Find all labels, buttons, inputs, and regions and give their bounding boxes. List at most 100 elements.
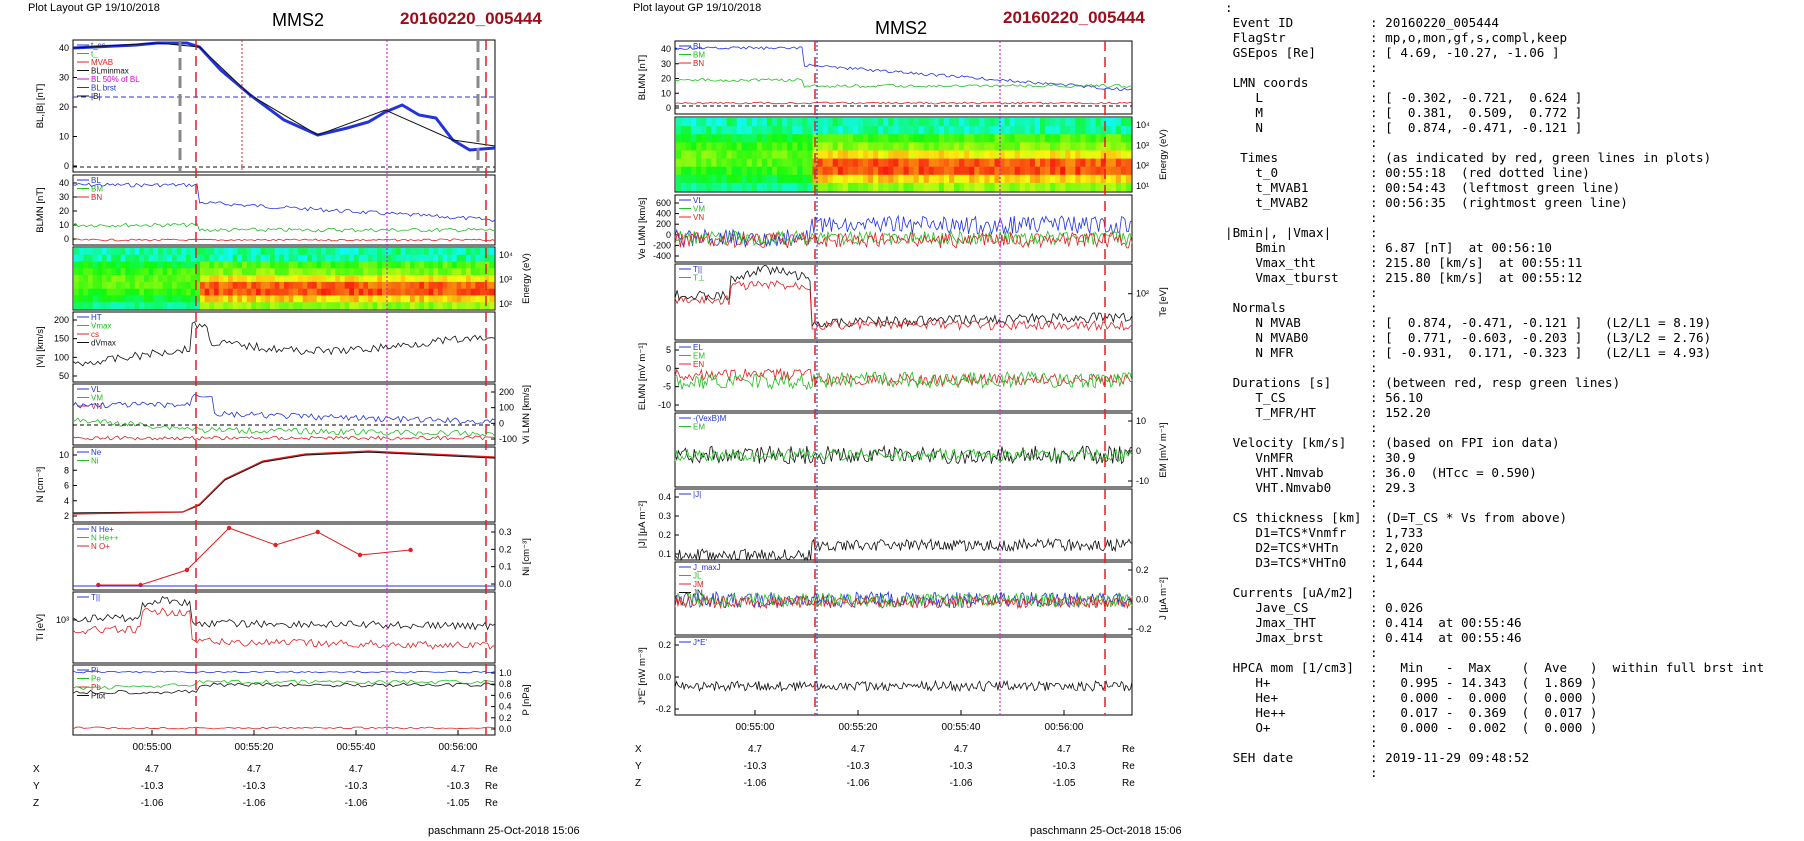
spectrogram-cell xyxy=(200,275,206,283)
spectrogram-cell xyxy=(716,126,723,135)
spectrogram-cell xyxy=(456,248,462,256)
spectrogram-cell xyxy=(858,174,864,184)
left-title: MMS2 xyxy=(272,10,325,30)
left-coord-value: -1.05 xyxy=(447,798,470,809)
right-bm-line xyxy=(674,78,1133,88)
spectrogram-cell xyxy=(842,182,849,192)
spectrogram-cell xyxy=(186,302,192,310)
info-row: Vmax_tburst: 215.80 [km/s] at 00:55:12 xyxy=(1225,270,1800,285)
spectrogram-cell xyxy=(148,275,154,283)
spectrogram-cell xyxy=(120,295,126,303)
spectrogram-cell xyxy=(181,248,187,256)
spectrogram-cell xyxy=(414,268,420,276)
info-key: t_MVAB2 xyxy=(1225,195,1309,210)
spectrogram-cell xyxy=(842,134,849,143)
spectrogram-cell xyxy=(726,166,733,176)
spectrogram-cell xyxy=(153,275,159,283)
spectrogram-cell xyxy=(218,268,224,276)
spectrogram-cell xyxy=(484,254,490,263)
spectrogram-cell xyxy=(242,254,248,263)
spectrogram-cell xyxy=(994,174,1001,184)
right-coord-value: -10.3 xyxy=(847,761,870,772)
spectrogram-cell xyxy=(676,166,682,176)
spectrogram-cell xyxy=(186,281,192,290)
left-y-tick-label: 50 xyxy=(59,371,69,381)
spectrogram-cell xyxy=(751,126,758,135)
info-row: CS thickness [km]: (D=T_CS * Vs from abo… xyxy=(1225,510,1800,525)
spectrogram-cell xyxy=(218,281,224,290)
spectrogram-cell xyxy=(954,166,960,176)
left-panel-frame xyxy=(72,523,496,591)
spectrogram-cell xyxy=(1024,118,1031,127)
spectrogram-cell xyxy=(949,150,955,160)
spectrogram-cell xyxy=(372,281,378,290)
left-coord-unit: Re xyxy=(485,798,498,809)
spectrogram-cell xyxy=(330,288,336,297)
spectrogram-cell xyxy=(120,281,126,290)
spectrogram-cell xyxy=(868,118,874,127)
right-panel-frame xyxy=(674,116,1133,193)
left-panel-frame xyxy=(72,311,496,383)
spectrogram-cell xyxy=(442,295,448,303)
spectrogram-cell xyxy=(447,295,453,303)
spectrogram-cell xyxy=(209,275,215,283)
spectrogram-cell xyxy=(832,126,839,135)
spectrogram-cell xyxy=(120,288,126,297)
spectrogram-cell xyxy=(321,268,327,276)
info-value: : xyxy=(1370,735,1378,750)
spectrogram-cell xyxy=(888,182,894,192)
spectrogram-cell xyxy=(999,158,1006,168)
spectrogram-cell xyxy=(731,158,738,168)
spectrogram-cell xyxy=(363,261,369,269)
spectrogram-cell xyxy=(424,248,430,256)
spectrogram-cell xyxy=(751,118,758,127)
spectrogram-cell xyxy=(984,134,991,143)
spectrogram-cell xyxy=(883,182,889,192)
spectrogram-cell xyxy=(218,288,224,297)
left-coord-value: -1.06 xyxy=(141,798,164,809)
spectrogram-cell xyxy=(1105,150,1112,160)
spectrogram-cell xyxy=(1040,118,1046,127)
spectrogram-cell xyxy=(999,142,1006,151)
left-coord-name: X xyxy=(33,764,40,775)
spectrogram-cell xyxy=(167,275,173,283)
spectrogram-cell xyxy=(994,134,1001,143)
spectrogram-cell xyxy=(414,302,420,310)
spectrogram-cell xyxy=(130,254,136,263)
info-value: : 00:56:35 (rightmost green line) xyxy=(1370,195,1628,210)
spectrogram-cell xyxy=(242,281,248,290)
spectrogram-cell xyxy=(102,268,108,276)
spectrogram-cell xyxy=(349,268,355,276)
right-y-tick-label: 0.2 xyxy=(1136,565,1149,575)
spectrogram-cell xyxy=(400,281,406,290)
spectrogram-cell xyxy=(391,288,397,297)
spectrogram-cell xyxy=(1024,150,1031,160)
spectrogram-cell xyxy=(923,166,930,176)
spectrogram-cell xyxy=(456,288,462,297)
spectrogram-cell xyxy=(883,174,889,184)
spectrogram-cell xyxy=(863,158,869,168)
spectrogram-cell xyxy=(938,118,945,127)
spectrogram-cell xyxy=(933,174,940,184)
spectrogram-cell xyxy=(405,261,411,269)
spectrogram-cell xyxy=(989,150,996,160)
left-ni-line xyxy=(72,451,496,514)
left-y-axis-label: Energy (eV) xyxy=(521,253,532,304)
info-value: : [ 0.771, -0.603, -0.203 ] (L3/L2 = 2.7… xyxy=(1370,330,1712,345)
spectrogram-cell xyxy=(153,281,159,290)
spectrogram-cell xyxy=(1085,126,1092,135)
spectrogram-cell xyxy=(1034,150,1041,160)
spectrogram-cell xyxy=(223,288,229,297)
spectrogram-cell xyxy=(1075,126,1082,135)
spectrogram-cell xyxy=(475,275,481,283)
spectrogram-cell xyxy=(368,302,374,310)
spectrogram-cell xyxy=(933,142,940,151)
left-y-tick-label: 10² xyxy=(499,299,512,309)
spectrogram-cell xyxy=(148,302,154,310)
spectrogram-cell xyxy=(405,295,411,303)
spectrogram-cell xyxy=(344,281,350,290)
spectrogram-cell xyxy=(433,281,439,290)
spectrogram-cell xyxy=(307,302,313,310)
spectrogram-cell xyxy=(959,118,965,127)
spectrogram-cell xyxy=(330,248,336,256)
